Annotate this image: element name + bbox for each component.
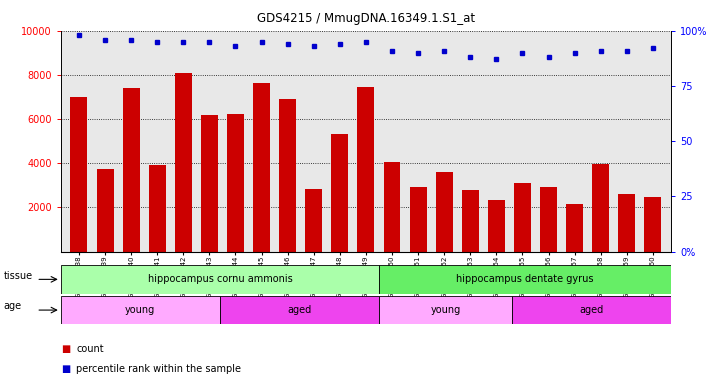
Bar xyxy=(436,172,453,252)
Text: GDS4215 / MmugDNA.16349.1.S1_at: GDS4215 / MmugDNA.16349.1.S1_at xyxy=(257,12,475,25)
Text: aged: aged xyxy=(288,305,312,315)
Bar xyxy=(540,187,557,252)
Text: count: count xyxy=(76,344,104,354)
Bar xyxy=(512,296,671,324)
Bar xyxy=(96,169,114,252)
Bar xyxy=(358,87,374,252)
Bar xyxy=(220,296,379,324)
Bar xyxy=(61,296,220,324)
Bar xyxy=(175,73,192,252)
Text: ■: ■ xyxy=(61,364,70,374)
Bar xyxy=(149,166,166,252)
Text: hippocampus dentate gyrus: hippocampus dentate gyrus xyxy=(456,274,594,285)
Text: young: young xyxy=(431,305,461,315)
Text: percentile rank within the sample: percentile rank within the sample xyxy=(76,364,241,374)
Text: age: age xyxy=(4,301,21,311)
Bar xyxy=(61,265,379,294)
Bar xyxy=(383,162,401,252)
Bar xyxy=(227,114,244,252)
Bar xyxy=(123,88,140,252)
Bar xyxy=(462,190,479,252)
Bar xyxy=(331,134,348,252)
Text: young: young xyxy=(125,305,156,315)
Bar xyxy=(201,115,218,252)
Text: aged: aged xyxy=(579,305,603,315)
Bar xyxy=(618,194,635,252)
Bar xyxy=(379,296,512,324)
Bar xyxy=(592,164,609,252)
Text: hippocampus cornu ammonis: hippocampus cornu ammonis xyxy=(148,274,292,285)
Bar xyxy=(566,204,583,252)
Text: ■: ■ xyxy=(61,344,70,354)
Bar xyxy=(410,187,426,252)
Bar xyxy=(306,189,322,252)
Bar xyxy=(253,83,270,252)
Bar xyxy=(514,183,531,252)
Bar xyxy=(71,97,87,252)
Bar xyxy=(645,197,661,252)
Bar xyxy=(488,200,505,252)
Text: tissue: tissue xyxy=(4,270,33,281)
Bar xyxy=(379,265,671,294)
Bar xyxy=(279,99,296,252)
